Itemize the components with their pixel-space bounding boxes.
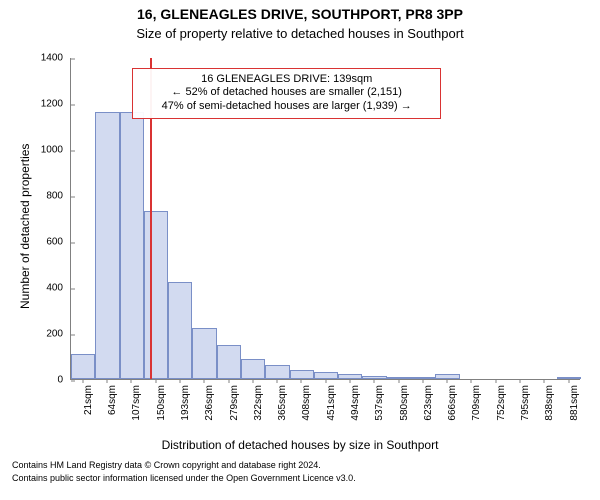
x-tick-label: 752sqm bbox=[496, 385, 507, 421]
chart-area: 020040060080010001200140016 GLENEAGLES D… bbox=[70, 58, 580, 380]
x-tick-label: 236sqm bbox=[204, 385, 215, 421]
x-tick-label: 365sqm bbox=[277, 385, 288, 421]
histogram-bar bbox=[192, 328, 216, 379]
y-tick-label: 0 bbox=[57, 375, 71, 386]
x-tick-label: 709sqm bbox=[471, 385, 482, 421]
page-title: 16, GLENEAGLES DRIVE, SOUTHPORT, PR8 3PP bbox=[0, 6, 600, 22]
x-tick-label: 666sqm bbox=[447, 385, 458, 421]
y-tick-label: 600 bbox=[46, 237, 71, 248]
y-tick-label: 1400 bbox=[41, 53, 71, 64]
x-axis-title: Distribution of detached houses by size … bbox=[0, 438, 600, 452]
y-tick-label: 400 bbox=[46, 283, 71, 294]
x-tick-label: 494sqm bbox=[350, 385, 361, 421]
annotation-line: 47% of semi-detached houses are larger (… bbox=[139, 100, 434, 114]
x-tick-label: 623sqm bbox=[423, 385, 434, 421]
x-tick-label: 408sqm bbox=[301, 385, 312, 421]
x-tick-label: 279sqm bbox=[229, 385, 240, 421]
histogram-bar bbox=[265, 365, 289, 379]
histogram-bar bbox=[290, 370, 314, 379]
footer-line-2: Contains public sector information licen… bbox=[12, 473, 356, 483]
x-tick-label: 881sqm bbox=[569, 385, 580, 421]
histogram-bar bbox=[71, 354, 95, 379]
annotation-line: 16 GLENEAGLES DRIVE: 139sqm bbox=[139, 73, 434, 87]
histogram-bar bbox=[95, 112, 119, 379]
x-tick-label: 21sqm bbox=[83, 385, 94, 415]
x-tick-label: 795sqm bbox=[520, 385, 531, 421]
annotation-box: 16 GLENEAGLES DRIVE: 139sqm← 52% of deta… bbox=[132, 68, 441, 119]
footer-line-1: Contains HM Land Registry data © Crown c… bbox=[12, 460, 321, 470]
x-tick-label: 64sqm bbox=[107, 385, 118, 415]
histogram-bar bbox=[217, 345, 241, 380]
x-tick-label: 193sqm bbox=[180, 385, 191, 421]
histogram-bar bbox=[241, 359, 265, 379]
x-tick-label: 580sqm bbox=[399, 385, 410, 421]
histogram-bar bbox=[314, 372, 338, 379]
histogram-bar bbox=[144, 211, 168, 379]
x-tick-label: 838sqm bbox=[544, 385, 555, 421]
x-tick-label: 451sqm bbox=[326, 385, 337, 421]
y-axis-label: Number of detached properties bbox=[18, 144, 32, 309]
y-tick-label: 800 bbox=[46, 191, 71, 202]
histogram-plot: 020040060080010001200140016 GLENEAGLES D… bbox=[70, 58, 580, 380]
histogram-bar bbox=[120, 112, 144, 379]
y-tick-label: 200 bbox=[46, 329, 71, 340]
annotation-line: ← 52% of detached houses are smaller (2,… bbox=[139, 86, 434, 100]
y-tick-label: 1200 bbox=[41, 99, 71, 110]
x-tick-label: 322sqm bbox=[253, 385, 264, 421]
page-subtitle: Size of property relative to detached ho… bbox=[0, 26, 600, 41]
y-tick-label: 1000 bbox=[41, 145, 71, 156]
histogram-bar bbox=[168, 282, 192, 379]
figure: 16, GLENEAGLES DRIVE, SOUTHPORT, PR8 3PP… bbox=[0, 0, 600, 500]
x-tick-label: 537sqm bbox=[374, 385, 385, 421]
x-tick-label: 107sqm bbox=[131, 385, 142, 421]
x-tick-label: 150sqm bbox=[156, 385, 167, 421]
